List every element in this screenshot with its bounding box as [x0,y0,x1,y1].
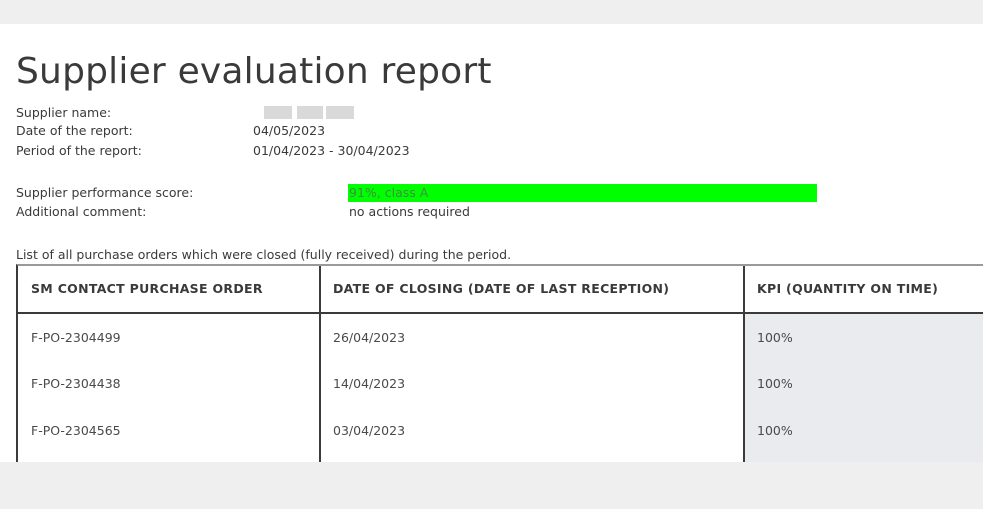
report-period-value: 01/04/2023 - 30/04/2023 [253,143,410,158]
column-header-purchase-order: SM CONTACT PURCHASE ORDER [31,281,263,296]
cell-date-of-closing: 14/04/2023 [333,376,406,391]
additional-comment-value: no actions required [349,204,470,219]
purchase-orders-table: SM CONTACT PURCHASE ORDER DATE OF CLOSIN… [16,264,983,462]
additional-comment-label: Additional comment: [16,204,147,219]
column-header-kpi: KPI (QUANTITY ON TIME) [757,281,939,296]
report-date-value: 04/05/2023 [253,123,326,138]
supplier-name-label: Supplier name: [16,105,112,120]
cell-date-of-closing: 03/04/2023 [333,423,406,438]
report-date-label: Date of the report: [16,123,133,138]
report-title: Supplier evaluation report [16,51,492,92]
cell-kpi: 100% [757,330,793,345]
report-page: Supplier evaluation report Supplier name… [0,24,983,462]
cell-purchase-order: F-PO-2304438 [31,376,121,391]
cell-purchase-order: F-PO-2304565 [31,423,121,438]
redacted-supplier-name [264,106,354,119]
kpi-column-background [744,313,983,462]
column-header-date-of-closing: DATE OF CLOSING (DATE OF LAST RECEPTION) [333,281,670,296]
header-divider [18,312,983,314]
column-divider [743,266,745,462]
performance-score-bar: 91%, class A [348,184,817,202]
cell-kpi: 100% [757,376,793,391]
table-caption: List of all purchase orders which were c… [16,247,512,262]
column-divider [319,266,321,462]
cell-date-of-closing: 26/04/2023 [333,330,406,345]
cell-purchase-order: F-PO-2304499 [31,330,121,345]
performance-score-label: Supplier performance score: [16,185,194,200]
cell-kpi: 100% [757,423,793,438]
report-period-label: Period of the report: [16,143,142,158]
